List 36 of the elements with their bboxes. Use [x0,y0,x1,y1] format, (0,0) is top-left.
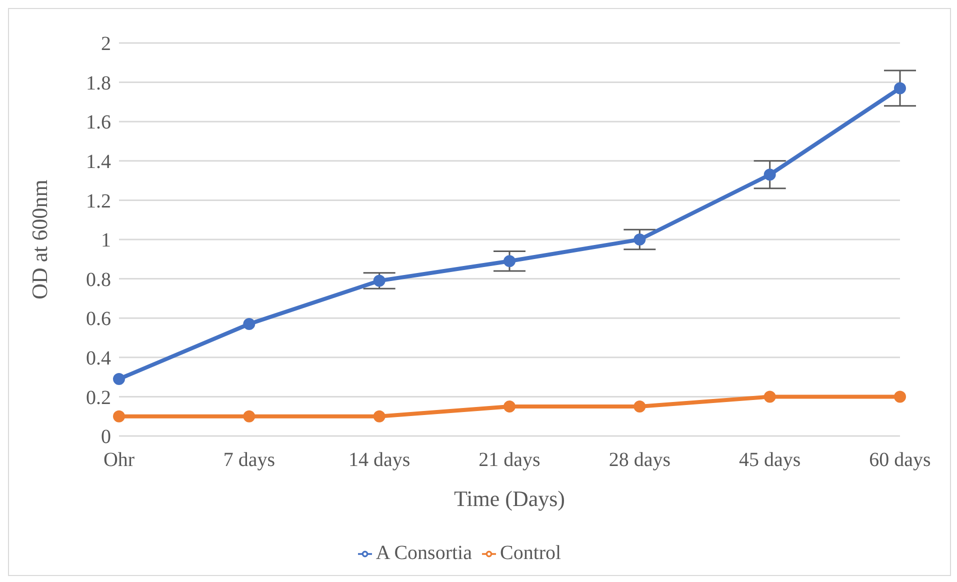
x-tick-label: 14 days [348,449,410,472]
point [504,400,516,413]
point [634,400,646,413]
x-axis-title: Time (Days) [454,486,566,511]
point [764,168,776,181]
point [113,410,125,422]
x-tick-label: 28 days [608,449,671,472]
y-tick-label: 1.6 [86,112,111,134]
point [373,274,386,287]
y-axis-title: OD at 600nm [26,180,52,300]
point [243,410,256,422]
y-tick-label: 0 [101,426,111,448]
point [504,255,516,268]
point [764,390,776,403]
y-tick-label: 0.4 [86,348,111,370]
x-tick-label: 45 days [738,449,801,472]
y-tick-label: 0.8 [86,268,111,291]
point [373,410,386,422]
y-tick-label: 0.6 [86,308,111,330]
y-tick-label: 1.2 [86,190,111,212]
point [894,82,906,94]
y-tick-label: 0.2 [86,386,111,409]
point [634,234,646,246]
x-tick-label: 7 days [223,449,276,472]
point [113,373,125,386]
y-tick-label: 1.4 [86,151,111,173]
y-tick-label: 1 [101,230,111,252]
point [243,318,256,330]
y-tick-label: 1.8 [86,72,111,94]
point [894,390,906,403]
legend-label: Control [500,542,562,564]
x-tick-label: 21 days [478,449,541,472]
x-tick-label: 60 days [869,449,932,472]
x-tick-label: Ohr [103,449,135,472]
y-tick-label: 2 [101,33,111,56]
legend-label: A Consortia [376,542,472,564]
